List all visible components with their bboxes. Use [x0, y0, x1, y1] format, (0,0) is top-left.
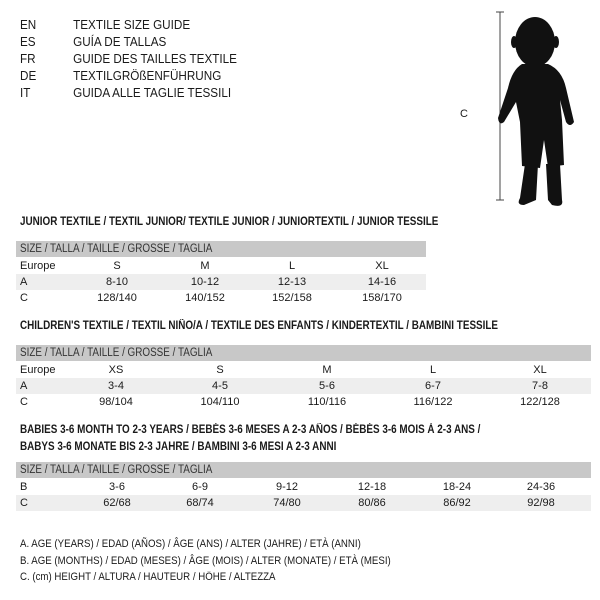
child-silhouette-icon — [496, 11, 574, 206]
table-cell: 104/110 — [200, 396, 240, 408]
table-row: B 3-6 6-9 9-12 12-18 18-24 24-36 — [16, 479, 591, 495]
table-cell: 68/74 — [186, 497, 214, 509]
table-cell: 5-6 — [319, 380, 335, 392]
size-header-text: SIZE / TALLA / TAILLE / GRÖSSE / TAGLIA — [20, 243, 213, 255]
table-cell: 98/104 — [99, 396, 133, 408]
table-cell: 110/116 — [307, 396, 347, 408]
table-cell: S — [113, 260, 121, 272]
table-row: A 3-4 4-5 5-6 6-7 7-8 — [16, 378, 591, 394]
language-code: IT — [20, 85, 31, 100]
row-label: A — [20, 276, 28, 288]
table-row: C 98/104 104/110 110/116 116/122 122/128 — [16, 394, 591, 410]
children-size-header: SIZE / TALLA / TAILLE / GRÖSSE / TAGLIA — [16, 345, 591, 361]
table-cell: 158/170 — [362, 292, 402, 304]
row-label: Europe — [20, 260, 56, 272]
table-cell: S — [216, 364, 224, 376]
language-code: ES — [20, 34, 36, 49]
table-row: Europe S M L XL — [16, 258, 426, 274]
language-text: GUIDA ALLE TAGLIE TESSILI — [73, 85, 232, 100]
table-cell: 12-13 — [277, 276, 307, 288]
table-cell: 24-36 — [526, 481, 556, 493]
language-code: DE — [20, 68, 37, 83]
junior-title: JUNIOR TEXTILE / TEXTIL JUNIOR/ TEXTILE … — [20, 216, 439, 228]
table-cell: 4-5 — [212, 380, 228, 392]
row-label: A — [20, 380, 28, 392]
table-cell: M — [322, 364, 332, 376]
table-cell: M — [200, 260, 210, 272]
language-code: EN — [20, 17, 37, 32]
table-cell: 74/80 — [273, 497, 301, 509]
table-cell: 140/152 — [185, 292, 225, 304]
row-label: Europe — [20, 364, 56, 376]
language-code: FR — [20, 51, 36, 66]
size-header-text: SIZE / TALLA / TAILLE / GRÖSSE / TAGLIA — [20, 464, 213, 476]
language-text: TEXTILGRÖßENFÜHRUNG — [73, 68, 222, 83]
row-label: B — [20, 481, 28, 493]
row-label: C — [20, 497, 28, 509]
table-cell: 6-9 — [192, 481, 208, 493]
table-cell: L — [288, 260, 296, 272]
table-cell: 92/98 — [527, 497, 555, 509]
language-title-fr: FR GUIDE DES TAILLES TEXTILE — [20, 50, 237, 67]
table-cell: 9-12 — [275, 481, 299, 493]
language-title-es: ES GUÍA DE TALLAS — [20, 33, 166, 50]
table-row: C 62/68 68/74 74/80 80/86 86/92 92/98 — [16, 495, 591, 511]
language-text: GUÍA DE TALLAS — [73, 34, 167, 49]
row-label: C — [20, 292, 28, 304]
table-row: A 8-10 10-12 12-13 14-16 — [16, 274, 426, 290]
table-cell: 3-4 — [108, 380, 124, 392]
row-label: C — [20, 396, 28, 408]
babies-title-line2: BABYS 3-6 MONATE BIS 2-3 JAHRE / BAMBINI… — [20, 441, 337, 453]
legend-b: B. AGE (MONTHS) / EDAD (MESES) / ÂGE (MO… — [20, 555, 391, 567]
language-text: TEXTILE SIZE GUIDE — [73, 17, 191, 32]
table-cell: 12-18 — [357, 481, 387, 493]
legend-c: C. (cm) HEIGHT / ALTURA / HAUTEUR / HÖHE… — [20, 571, 276, 583]
language-text: GUIDE DES TAILLES TEXTILE — [73, 51, 237, 66]
table-cell: XL — [375, 260, 389, 272]
table-cell: 80/86 — [358, 497, 386, 509]
table-cell: 122/128 — [520, 396, 560, 408]
table-cell: 6-7 — [425, 380, 441, 392]
table-cell: 7-8 — [532, 380, 548, 392]
table-row: Europe XS S M L XL — [16, 362, 591, 378]
legend-a: A. AGE (YEARS) / EDAD (AÑOS) / ÂGE (ANS)… — [20, 538, 361, 550]
table-cell: 10-12 — [190, 276, 220, 288]
table-cell: 18-24 — [442, 481, 472, 493]
table-cell: 128/140 — [97, 292, 137, 304]
table-cell: 14-16 — [367, 276, 397, 288]
table-row: C 128/140 140/152 152/158 158/170 — [16, 290, 426, 306]
table-cell: XL — [533, 364, 547, 376]
height-measure-label: C — [460, 108, 468, 120]
table-cell: 62/68 — [103, 497, 131, 509]
babies-size-header: SIZE / TALLA / TAILLE / GRÖSSE / TAGLIA — [16, 462, 591, 478]
language-title-de: DE TEXTILGRÖßENFÜHRUNG — [20, 67, 221, 84]
language-title-it: IT GUIDA ALLE TAGLIE TESSILI — [20, 84, 231, 101]
table-cell: 8-10 — [105, 276, 129, 288]
table-cell: L — [429, 364, 437, 376]
table-cell: 86/92 — [443, 497, 471, 509]
table-cell: 152/158 — [272, 292, 312, 304]
children-title: CHILDREN'S TEXTILE / TEXTIL NIÑO/A / TEX… — [20, 320, 499, 332]
table-cell: XS — [108, 364, 124, 376]
table-cell: 116/122 — [413, 396, 453, 408]
table-cell: 3-6 — [109, 481, 125, 493]
junior-size-header: SIZE / TALLA / TAILLE / GRÖSSE / TAGLIA — [16, 241, 426, 257]
babies-title-line1: BABIES 3-6 MONTH TO 2-3 YEARS / BEBÉS 3-… — [20, 424, 481, 436]
language-title-en: EN TEXTILE SIZE GUIDE — [20, 16, 190, 33]
size-header-text: SIZE / TALLA / TAILLE / GRÖSSE / TAGLIA — [20, 347, 213, 359]
